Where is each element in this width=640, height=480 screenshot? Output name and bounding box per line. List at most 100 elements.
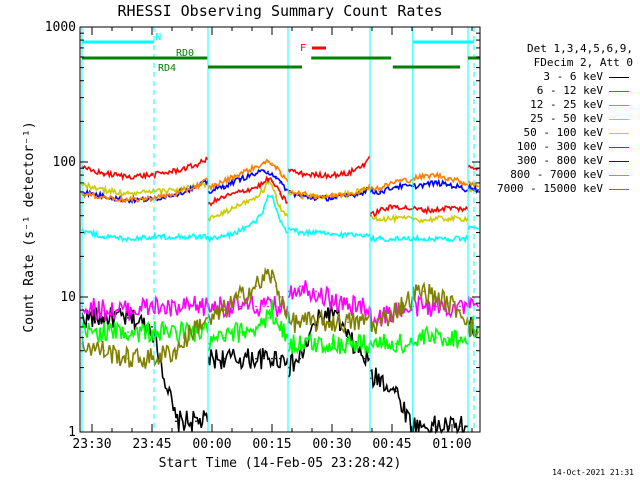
legend-label: 12 - 25 keV	[530, 98, 603, 111]
legend-entry: 800 - 7000 keV	[483, 168, 633, 182]
data-point	[331, 299, 333, 301]
legend-entry: 12 - 25 keV	[483, 98, 633, 112]
data-point	[379, 187, 381, 190]
data-point	[459, 180, 461, 183]
series-line	[369, 333, 414, 355]
data-point	[127, 357, 129, 360]
series-line	[369, 213, 414, 225]
data-point	[127, 331, 129, 333]
data-point	[279, 193, 281, 195]
series-line	[412, 214, 469, 224]
y-tick-label: 1000	[45, 20, 76, 35]
data-point	[275, 196, 277, 199]
data-point	[127, 193, 129, 195]
data-point	[275, 175, 277, 178]
legend-label: 800 - 7000 keV	[510, 168, 603, 181]
series-line	[81, 317, 208, 369]
series-line	[207, 180, 289, 223]
data-point	[299, 231, 301, 234]
data-point	[279, 296, 281, 298]
data-point	[239, 204, 241, 206]
data-point	[363, 191, 365, 193]
data-point	[255, 305, 257, 308]
data-point	[271, 172, 273, 175]
series-line	[369, 233, 414, 243]
series-line	[467, 182, 479, 194]
data-point	[395, 309, 397, 311]
data-point	[239, 172, 241, 175]
data-point	[315, 342, 317, 345]
data-point	[271, 180, 273, 183]
data-point	[447, 237, 449, 240]
series-line	[467, 225, 479, 230]
data-point	[459, 336, 461, 339]
flag-label-n: N	[155, 32, 161, 43]
data-point	[239, 305, 241, 308]
series-line	[369, 181, 413, 196]
data-point	[459, 186, 461, 189]
data-point	[477, 189, 479, 191]
data-point	[435, 174, 437, 177]
data-point	[435, 217, 437, 220]
data-point	[151, 197, 153, 200]
data-point	[127, 309, 129, 311]
data-point	[267, 178, 269, 180]
data-point	[223, 196, 225, 199]
data-point	[151, 326, 153, 328]
data-point	[447, 177, 449, 180]
data-point	[459, 207, 461, 210]
data-point	[103, 172, 105, 175]
series-line	[468, 164, 479, 171]
data-point	[315, 290, 317, 293]
data-point	[331, 197, 333, 200]
data-point	[271, 196, 273, 199]
data-point	[447, 206, 449, 209]
data-point	[263, 182, 265, 184]
data-point	[459, 425, 461, 428]
series-line	[467, 318, 479, 339]
data-point	[223, 309, 225, 311]
series-line	[81, 294, 209, 322]
data-point	[395, 185, 397, 188]
legend-label: 100 - 300 keV	[516, 140, 603, 153]
legend-swatch	[609, 119, 629, 120]
data-point	[267, 170, 269, 173]
data-point	[263, 357, 265, 360]
series-layer	[81, 155, 479, 435]
data-point	[299, 193, 301, 195]
legend-header-detectors: Det 1,3,4,5,6,9,	[527, 42, 633, 55]
x-tick-label: 00:30	[312, 437, 351, 452]
data-point	[103, 196, 105, 199]
legend-entry: 3 - 6 keV	[483, 70, 633, 84]
legend-swatch	[609, 189, 629, 190]
data-point	[103, 189, 105, 191]
data-point	[435, 182, 437, 184]
data-point	[299, 342, 301, 345]
legend-swatch	[609, 175, 629, 176]
data-point	[267, 196, 269, 199]
data-point	[151, 357, 153, 360]
series-line	[207, 266, 289, 325]
data-point	[151, 305, 153, 308]
data-point	[175, 169, 177, 172]
series-line	[468, 180, 479, 188]
series-line	[207, 193, 288, 244]
data-point	[315, 231, 317, 234]
legend-swatch	[609, 161, 629, 162]
data-point	[447, 217, 449, 220]
series-line	[207, 347, 289, 371]
series-line	[412, 233, 469, 244]
data-point	[275, 317, 277, 319]
data-point	[477, 185, 479, 188]
data-point	[435, 425, 437, 428]
data-point	[331, 233, 333, 236]
data-point	[363, 189, 365, 191]
data-point	[279, 357, 281, 360]
series-line	[412, 178, 469, 193]
series-line	[467, 296, 479, 309]
flag-label-f: F	[300, 43, 306, 54]
data-point	[151, 331, 153, 333]
data-point	[435, 336, 437, 339]
series-line	[412, 325, 468, 349]
data-point	[435, 296, 437, 298]
